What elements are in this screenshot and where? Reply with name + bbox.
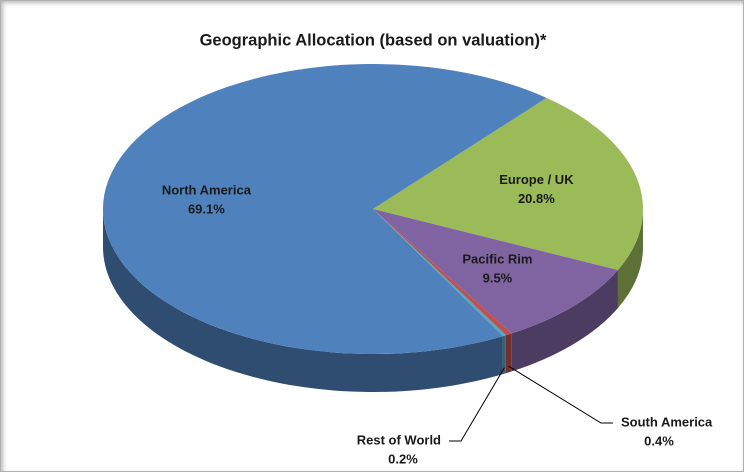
slice-value-label: 0.4% xyxy=(644,433,674,448)
leader-line xyxy=(508,365,613,424)
slice-label: North America xyxy=(162,183,252,198)
chart-title: Geographic Allocation (based on valuatio… xyxy=(200,31,547,49)
slice-value-label: 0.2% xyxy=(388,451,418,466)
leader-line xyxy=(449,367,505,442)
slice-value-label: 69.1% xyxy=(188,202,225,217)
slice-label: Rest of World xyxy=(357,432,441,447)
pie-slice xyxy=(373,97,643,271)
pie-slice xyxy=(373,209,512,336)
pie-slice xyxy=(373,209,618,334)
slice-label: Europe / UK xyxy=(499,172,574,187)
slice-label: Pacific Rim xyxy=(462,252,532,267)
pie-slice xyxy=(103,64,547,355)
pie-slice xyxy=(373,209,506,337)
pie-slice-side xyxy=(103,209,503,392)
pie-slice-side xyxy=(511,270,618,372)
pie-slice-side xyxy=(502,335,506,375)
slice-value-label: 20.8% xyxy=(518,191,555,206)
pie-slice-side xyxy=(505,333,512,374)
slice-label: South America xyxy=(621,414,713,429)
slice-value-label: 9.5% xyxy=(483,271,513,286)
pie-slice-side xyxy=(617,209,643,309)
